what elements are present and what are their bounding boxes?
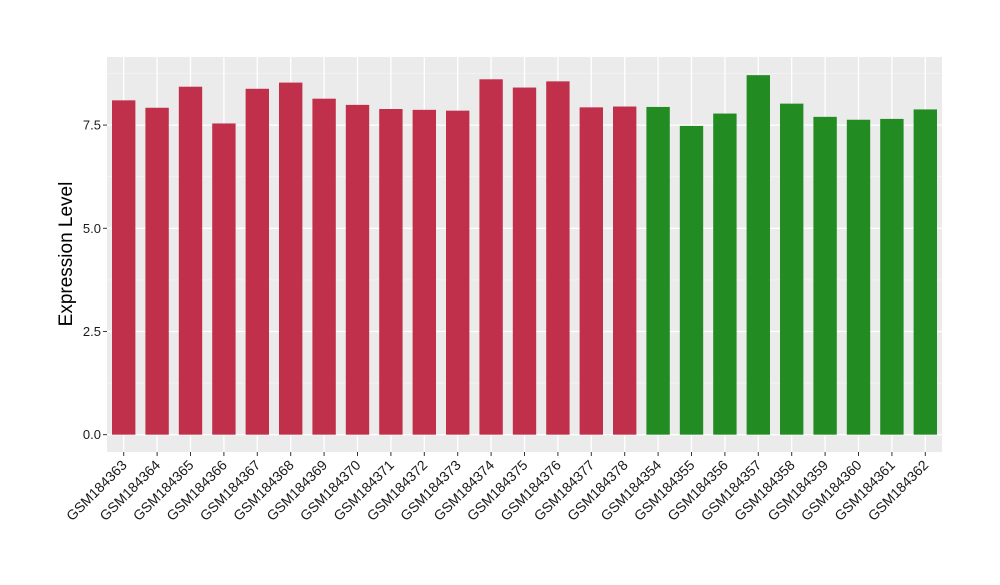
bar-GSM184377	[579, 107, 603, 435]
bar-GSM184359	[813, 116, 837, 435]
bar-GSM184354	[646, 106, 670, 435]
bar-GSM184355	[679, 125, 704, 435]
x-axis: GSM184363GSM184364GSM184365GSM184366GSM1…	[63, 452, 932, 524]
bar-GSM184357	[746, 75, 770, 435]
bar-GSM184375	[512, 87, 537, 435]
bar-GSM184367	[245, 88, 269, 435]
y-tick-label: 2.5	[83, 324, 101, 339]
bar-GSM184373	[446, 110, 470, 435]
bar-GSM184363	[112, 100, 136, 435]
bar-GSM184365	[178, 86, 203, 435]
bar-GSM184361	[880, 118, 904, 435]
bar-GSM184369	[312, 98, 336, 435]
bar-GSM184358	[780, 103, 804, 435]
bar-GSM184368	[279, 82, 303, 435]
y-axis-title: Expression Level	[56, 182, 77, 327]
bar-layer	[112, 75, 937, 435]
bar-GSM184360	[846, 119, 871, 435]
y-tick-label: 7.5	[83, 118, 101, 133]
bar-GSM184371	[379, 109, 403, 435]
bar-GSM184362	[913, 109, 937, 435]
bar-GSM184366	[212, 123, 236, 435]
bar-GSM184370	[345, 104, 370, 435]
bar-GSM184374	[479, 79, 503, 435]
y-tick-label: 5.0	[83, 221, 101, 236]
bar-GSM184356	[713, 113, 737, 435]
bar-GSM184372	[412, 109, 436, 435]
y-tick-label: 0.0	[83, 427, 101, 442]
y-axis: 0.0 2.5 5.0 7.5	[83, 118, 107, 442]
bar-GSM184376	[546, 81, 570, 435]
bar-GSM184378	[613, 106, 637, 435]
bar-GSM184364	[145, 107, 169, 435]
